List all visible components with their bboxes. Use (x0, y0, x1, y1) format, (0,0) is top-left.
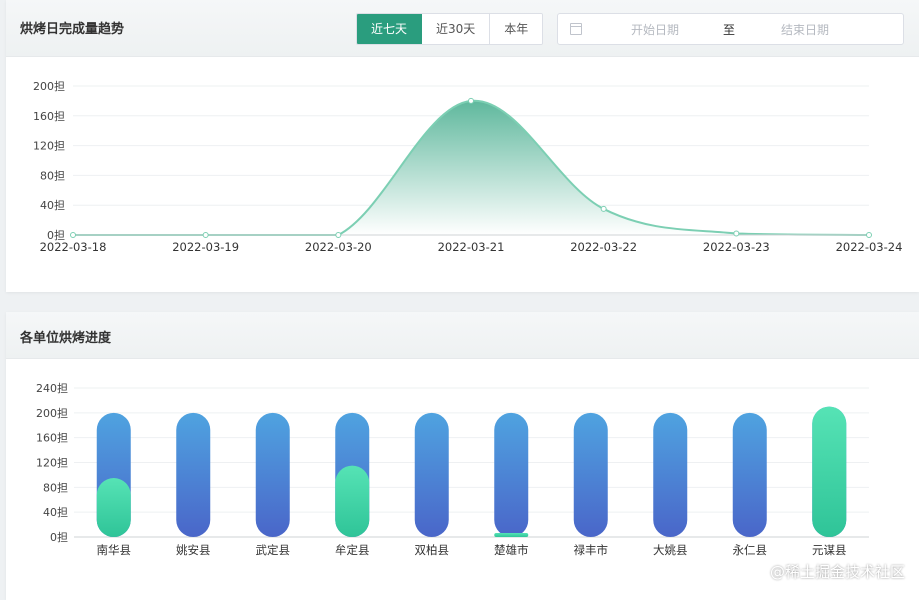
start-date-input[interactable] (608, 20, 702, 40)
target-bar[interactable] (414, 412, 449, 537)
trend-x-tick-label: 2022-03-21 (438, 240, 505, 254)
range-button-7-days[interactable]: 近七天 (357, 14, 423, 44)
end-date-input[interactable] (758, 20, 852, 40)
range-button-this-year[interactable]: 本年 (490, 14, 543, 44)
trend-panel-header: 烘烤日完成量趋势 近七天 近30天 本年 至 (6, 0, 919, 57)
target-bar[interactable] (653, 412, 688, 537)
trend-x-tick-label: 2022-03-24 (836, 240, 903, 254)
completed-bar[interactable] (335, 465, 370, 537)
range-button-30-days[interactable]: 近30天 (422, 14, 491, 44)
trend-x-tick-label: 2022-03-22 (570, 240, 637, 254)
target-bar[interactable] (176, 412, 211, 537)
trend-y-tick-label: 40担 (40, 198, 65, 212)
trend-data-point[interactable] (202, 232, 209, 238)
trend-data-point[interactable] (468, 97, 474, 104)
trend-y-tick-label: 120担 (33, 139, 65, 153)
target-bar[interactable] (255, 412, 290, 537)
target-bar[interactable] (732, 412, 767, 537)
trend-x-tick-label: 2022-03-23 (703, 240, 770, 254)
trend-data-point[interactable] (866, 232, 872, 238)
bar-y-tick-label: 160担 (36, 431, 68, 445)
bar-y-tick-label: 240担 (36, 381, 68, 395)
range-button-group: 近七天 近30天 本年 (356, 13, 544, 45)
bar-x-tick-label: 大姚县 (653, 543, 688, 557)
progress-panel: 各单位烘烤进度 0担 40担 80担 120担 160担 200担 240担南华县 姚安县 武定… (6, 312, 919, 600)
bar-x-tick-label: 禄丰市 (574, 543, 609, 557)
trend-data-point[interactable] (733, 230, 740, 237)
trend-y-tick-label: 160担 (33, 109, 65, 123)
bar-y-tick-label: 40担 (43, 505, 68, 519)
completed-bar[interactable] (96, 478, 131, 537)
bar-x-tick-label: 武定县 (256, 543, 291, 557)
trend-y-tick-label: 80担 (40, 168, 65, 182)
trend-x-tick-label: 2022-03-20 (305, 240, 372, 254)
trend-panel: 烘烤日完成量趋势 近七天 近30天 本年 至 0担 40担 80担 120担 160担 2… (6, 0, 919, 292)
target-bar[interactable] (494, 412, 529, 537)
bar-x-tick-label: 姚安县 (176, 543, 211, 557)
progress-panel-title: 各单位烘烤进度 (20, 330, 112, 345)
bar-x-tick-label: 楚雄市 (494, 543, 529, 557)
bar-x-tick-label: 双柏县 (415, 543, 450, 557)
target-bar[interactable] (573, 412, 608, 537)
bar-y-tick-label: 0担 (50, 530, 68, 544)
trend-data-point[interactable] (600, 205, 607, 212)
trend-y-tick-label: 0担 (47, 228, 65, 242)
date-range-picker[interactable]: 至 (557, 13, 904, 45)
trend-data-point[interactable] (335, 232, 342, 238)
calendar-icon (570, 23, 582, 35)
bar-y-tick-label: 200担 (36, 406, 68, 420)
trend-panel-title: 烘烤日完成量趋势 (20, 21, 125, 36)
bar-x-tick-label: 元谋县 (812, 543, 847, 557)
bar-x-tick-label: 永仁县 (733, 543, 768, 557)
completed-bar[interactable] (494, 533, 529, 537)
trend-x-tick-label: 2022-03-18 (40, 240, 107, 254)
watermark: @稀土掘金技术社区 (769, 563, 905, 581)
trend-area-chart: 0担 40担 80担 120担 160担 200担 2022-03-18 2022-03-19… (33, 79, 903, 254)
trend-area-fill (73, 100, 869, 235)
bar-x-tick-label: 南华县 (97, 543, 132, 557)
bar-y-tick-label: 120担 (36, 456, 68, 470)
trend-y-tick-label: 200担 (33, 79, 65, 93)
completed-bar[interactable] (812, 406, 847, 537)
trend-x-tick-label: 2022-03-19 (172, 240, 239, 254)
trend-data-point[interactable] (70, 232, 76, 238)
bar-x-tick-label: 牟定县 (335, 543, 370, 557)
bar-y-tick-label: 80担 (43, 480, 68, 494)
progress-panel-header: 各单位烘烤进度 (6, 312, 919, 359)
date-range-separator: 至 (723, 23, 736, 37)
